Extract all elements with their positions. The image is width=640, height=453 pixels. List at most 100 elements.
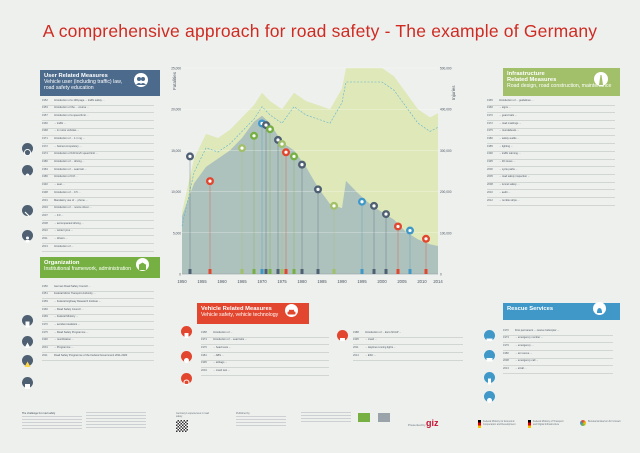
- measure-year: 2011: [353, 345, 359, 349]
- measure-year: 2014: [353, 353, 359, 357]
- x-tick-label: 1950: [177, 279, 187, 284]
- footer-col3: Published by: [236, 412, 286, 428]
- measure-pin-base: [276, 269, 280, 274]
- seatbelt-icon: [22, 205, 33, 218]
- measure-row: 1972 ... helmet compulsory ...: [42, 144, 154, 152]
- measure-text: ... daytime running lights ...: [365, 345, 396, 349]
- measure-text: Introduction of ... novice driver ...: [54, 206, 92, 210]
- phone-112-icon: [484, 372, 495, 385]
- left-tick-label: 5,000: [173, 231, 181, 235]
- measure-year: 1950: [42, 284, 48, 288]
- bmz-flag-icon: [478, 420, 481, 428]
- measure-row: 1975 ... roundabouts ...: [487, 129, 615, 137]
- measure-row: 1953 Introduction of the ... course ...: [42, 106, 154, 114]
- measure-text: ... in motor vehicles ...: [54, 129, 80, 133]
- measure-row: 1965 Introduction of ... guidelines ...: [487, 98, 615, 106]
- measure-year: 1959: [42, 299, 48, 303]
- measure-row: 1951 Federal Motor Transport Authority ..…: [42, 292, 154, 300]
- measure-row: 2011 ... daytime running lights ...: [353, 345, 463, 354]
- measure-row: 1990 ... traffic calming ...: [487, 152, 615, 160]
- measure-pin-dot: [268, 127, 272, 131]
- measure-text: Introduction of 0.8 ...: [54, 175, 78, 179]
- qr-code[interactable]: [176, 420, 188, 432]
- measure-pin-base: [372, 269, 376, 274]
- measure-year: 1966: [487, 106, 493, 110]
- left-tick-label: 0: [179, 273, 181, 277]
- left-tick-label: 20,000: [171, 108, 181, 112]
- x-tick-label: 2010: [417, 279, 427, 284]
- user-sub2: road safety education: [44, 85, 94, 91]
- measure-year: 1972: [487, 121, 493, 125]
- footer-col4: [301, 412, 351, 424]
- measure-year: 1965: [487, 98, 493, 102]
- measure-text: ... roundabouts ...: [499, 129, 520, 133]
- measure-year: 1969: [42, 315, 48, 319]
- measure-text: ... rumble strips ...: [499, 198, 520, 202]
- measure-year: 2012: [487, 198, 493, 202]
- measure-text: Introduction of ... seat belt ...: [54, 167, 87, 171]
- measure-text: Introduction of a 128-page ... traffic s…: [54, 98, 105, 102]
- crash-test-icon: [337, 330, 348, 341]
- footer-col2: Germany's experiences in road safety: [176, 412, 216, 418]
- measure-pin-base: [260, 269, 264, 274]
- measure-pin-dot: [252, 134, 256, 138]
- measure-row: 1972 ... road markings ...: [487, 121, 615, 129]
- measure-year: 1981: [201, 353, 207, 357]
- footer-col1-title: The challenge for road safety: [22, 412, 56, 415]
- measure-pin-base: [360, 269, 364, 274]
- fatalities-axis-label: Fatalities: [172, 71, 177, 90]
- measure-row: 1966 ... Road Safety Council ...: [42, 307, 154, 315]
- measure-text: ... safety audits ...: [499, 137, 520, 141]
- left-tick-label: 15,000: [171, 149, 181, 153]
- measure-text: ... helmet compulsory ...: [54, 144, 82, 148]
- footer-col1: The challenge for road safety: [22, 412, 82, 430]
- measure-pin-base: [408, 269, 412, 274]
- measure-row: 1974 Introduction of ... seat belts ...: [201, 338, 329, 346]
- measure-row: 1958 Introduction of ...: [201, 330, 329, 338]
- measure-year: 1988: [353, 330, 359, 334]
- measure-year: 1951: [42, 292, 48, 296]
- x-tick-label: 1995: [357, 279, 367, 284]
- brake-icon: [181, 373, 192, 386]
- law-icon: [22, 336, 33, 348]
- measure-row: 1957 Introduction of a speed limit ...: [42, 113, 154, 122]
- measure-row: 1986 Introduction of 0.8 ...: [42, 175, 154, 183]
- measure-year: 2000: [487, 167, 493, 171]
- x-tick-label: 1990: [337, 279, 347, 284]
- measure-row: 2008 ... emergency call ...: [503, 359, 613, 367]
- measure-year: 1995: [201, 361, 207, 365]
- giz-logo: giz: [426, 418, 439, 428]
- partner-logo-1: [358, 413, 370, 422]
- measure-row: 1985 ... lighting ...: [487, 144, 615, 152]
- measure-year: 1992: [42, 183, 48, 187]
- user-measures-list: 1952 Introduction of a 128-page ... traff…: [42, 98, 154, 252]
- measure-text: ... seat ...: [54, 183, 65, 187]
- measure-text: Introduction of ... 0.5 ...: [54, 190, 81, 194]
- measure-pin-base: [384, 269, 388, 274]
- org-header: Organization Institutional framework, ad…: [40, 257, 160, 278]
- measure-text: ... traffic calming ...: [499, 152, 521, 156]
- right-tick-label: 100,000: [440, 231, 452, 235]
- measure-text: ... audit ...: [499, 190, 511, 194]
- rescue-measures-list: 1970 First permanent ... rescue helicopte…: [503, 328, 613, 375]
- bmub-emblem-icon: [580, 420, 586, 426]
- left-tick-label: 25,000: [171, 67, 181, 71]
- measure-text: Introduction of the ... course ...: [54, 106, 90, 110]
- bmz-logo: Federal Ministry for Economic Cooperatio…: [478, 420, 518, 428]
- measure-year: 1980: [487, 137, 493, 141]
- bmvi-text: Federal Ministry of Transport and Digita…: [533, 420, 564, 426]
- measure-year: 1985: [487, 144, 493, 148]
- measure-pin-dot: [208, 179, 212, 183]
- footer-col4-text: [301, 412, 351, 424]
- measure-year: 2005: [487, 175, 493, 179]
- measure-row: 1980 ... safety audits ...: [487, 136, 615, 145]
- document-icon: [22, 315, 33, 328]
- measure-year: 2008: [42, 221, 48, 225]
- measure-pin-dot: [300, 163, 304, 167]
- measure-row: 1992 ... seat ...: [42, 183, 154, 191]
- measure-text: ... ABS ...: [213, 353, 224, 357]
- measure-text: ... emergency call ...: [515, 359, 539, 363]
- measure-year: 1970: [503, 328, 509, 332]
- measure-text: ... road safety inspection ...: [499, 175, 530, 179]
- vehicle-measures-list-left: 1958 Introduction of ... 1974 Introduction …: [201, 330, 329, 377]
